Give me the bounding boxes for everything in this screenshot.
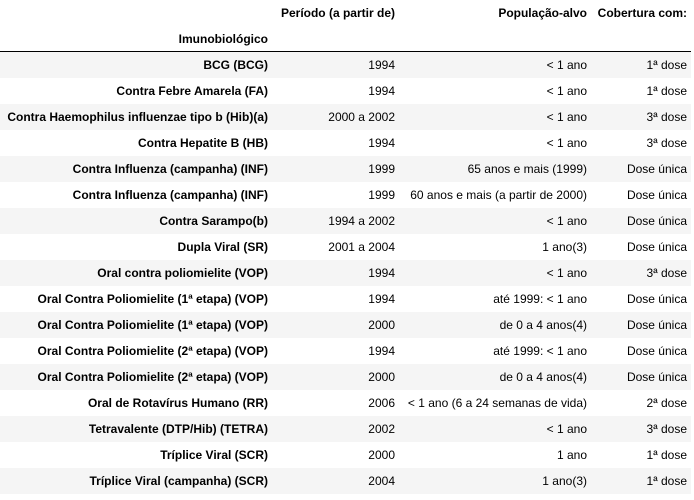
row-label: Contra Influenza (campanha) (INF) (72, 161, 268, 176)
row-label: BCG (BCG) (203, 57, 268, 72)
cell-populacao: < 1 ano (546, 421, 587, 436)
table-row: Oral de Rotavírus Humano (RR) 2006 < 1 ano… (0, 390, 691, 416)
table-row: Oral Contra Poliomielite (2ª etapa) (VOP… (0, 338, 691, 364)
cell-populacao: 1 ano(3) (542, 239, 587, 254)
cell-periodo: 2001 a 2004 (328, 239, 395, 254)
cell-populacao: até 1999: < 1 ano (493, 291, 587, 306)
index-header-row: Imunobiológico (0, 26, 691, 52)
cell-periodo: 1994 (368, 135, 395, 150)
column-header-cobertura: Cobertura com: (597, 6, 687, 20)
column-header-row: Período (a partir de) População-alvo Cob… (0, 0, 691, 26)
row-label: Oral Contra Poliomielite (1ª etapa) (VOP… (37, 291, 268, 306)
table-body: BCG (BCG) 1994 < 1 ano 1ª dose Contra Febre … (0, 51, 691, 494)
cell-periodo: 2002 (368, 421, 395, 436)
table-row: BCG (BCG) 1994 < 1 ano 1ª dose (0, 51, 691, 78)
cell-cobertura: Dose única (626, 291, 687, 306)
table-row: Tríplice Viral (SCR) 2000 1 ano 1ª dose (0, 442, 691, 468)
blank-header-cell (399, 26, 591, 52)
cell-cobertura: 3ª dose (646, 109, 687, 124)
cell-populacao: < 1 ano (6 a 24 semanas de vida) (407, 395, 587, 410)
cell-populacao: < 1 ano (546, 109, 587, 124)
table-row: Contra Hepatite B (HB) 1994 < 1 ano 3ª dose (0, 130, 691, 156)
table-row: Oral Contra Poliomielite (1ª etapa) (VOP… (0, 286, 691, 312)
table-row: Oral Contra Poliomielite (2ª etapa) (VOP… (0, 363, 691, 390)
row-label: Oral Contra Poliomielite (2ª etapa) (VOP… (37, 343, 268, 358)
table-row: Contra Febre Amarela (FA) 1994 < 1 ano 1ª d… (0, 78, 691, 104)
table-row: Oral contra poliomielite (VOP) 1994 < 1 an… (0, 259, 691, 286)
table-row: Dupla Viral (SR) 2001 a 2004 1 ano(3) Dose … (0, 234, 691, 260)
index-header: Imunobiológico (178, 31, 268, 46)
row-label: Tetravalente (DTP/Hib) (TETRA) (88, 421, 268, 436)
cell-periodo: 1994 (368, 265, 395, 280)
row-label: Contra Influenza (campanha) (INF) (72, 187, 268, 202)
cell-cobertura: Dose única (626, 213, 687, 228)
cell-cobertura: 1ª dose (646, 473, 687, 488)
blank-header-cell (272, 26, 399, 52)
cell-periodo: 1994 (368, 57, 395, 72)
cell-populacao: 1 ano (556, 447, 587, 462)
cell-periodo: 2000 (368, 447, 395, 462)
cell-periodo: 2000 a 2002 (328, 109, 395, 124)
table-row: Contra Haemophilus influenzae tipo b (Hi… (0, 103, 691, 130)
table-row: Oral Contra Poliomielite (1ª etapa) (VOP… (0, 311, 691, 338)
cell-cobertura: Dose única (626, 369, 687, 384)
table-header: Período (a partir de) População-alvo Cob… (0, 0, 691, 52)
cell-periodo: 1999 (368, 161, 395, 176)
cell-populacao: < 1 ano (546, 57, 587, 72)
table-row: Contra Influenza (campanha) (INF) 1999 60 … (0, 182, 691, 208)
cell-populacao: 65 anos e mais (1999) (467, 161, 587, 176)
cell-periodo: 1994 (368, 83, 395, 98)
cell-cobertura: 2ª dose (646, 395, 687, 410)
row-label: Contra Hepatite B (HB) (137, 135, 268, 150)
cell-populacao: de 0 a 4 anos(4) (499, 317, 587, 332)
cell-cobertura: 1ª dose (646, 83, 687, 98)
cell-cobertura: 1ª dose (646, 57, 687, 72)
row-label: Oral Contra Poliomielite (2ª etapa) (VOP… (37, 369, 268, 384)
table-row: Tríplice Viral (campanha) (SCR) 2004 1 ano… (0, 467, 691, 494)
cell-populacao: 1 ano(3) (542, 473, 587, 488)
row-label: Contra Sarampo(b) (159, 213, 268, 228)
row-label: Dupla Viral (SR) (177, 239, 268, 254)
column-header-periodo: Período (a partir de) (280, 6, 395, 20)
cell-periodo: 1994 (368, 343, 395, 358)
cell-cobertura: 3ª dose (646, 421, 687, 436)
cell-periodo: 1994 a 2002 (328, 213, 395, 228)
cell-periodo: 2004 (368, 473, 395, 488)
cell-cobertura: Dose única (626, 239, 687, 254)
cell-populacao: de 0 a 4 anos(4) (499, 369, 587, 384)
cell-periodo: 1994 (368, 291, 395, 306)
cell-populacao: < 1 ano (546, 265, 587, 280)
row-label: Oral contra poliomielite (VOP) (97, 265, 268, 280)
table-row: Tetravalente (DTP/Hib) (TETRA) 2002 < 1 an… (0, 415, 691, 442)
cell-cobertura: 1ª dose (646, 447, 687, 462)
row-label: Oral Contra Poliomielite (1ª etapa) (VOP… (37, 317, 268, 332)
cell-periodo: 2000 (368, 369, 395, 384)
cell-populacao: até 1999: < 1 ano (493, 343, 587, 358)
blank-header-cell (0, 0, 272, 26)
row-label: Oral de Rotavírus Humano (RR) (87, 395, 268, 410)
row-label: Contra Febre Amarela (FA) (116, 83, 268, 98)
cell-populacao: 60 anos e mais (a partir de 2000) (410, 187, 587, 202)
blank-header-cell (591, 26, 691, 52)
cell-periodo: 2000 (368, 317, 395, 332)
row-label: Tríplice Viral (SCR) (160, 447, 268, 462)
cell-cobertura: Dose única (626, 187, 687, 202)
cell-cobertura: Dose única (626, 317, 687, 332)
cell-cobertura: 3ª dose (646, 135, 687, 150)
cell-cobertura: Dose única (626, 161, 687, 176)
row-label: Contra Haemophilus influenzae tipo b (Hi… (7, 109, 268, 124)
row-label: Tríplice Viral (campanha) (SCR) (89, 473, 269, 488)
cell-populacao: < 1 ano (546, 135, 587, 150)
cell-populacao: < 1 ano (546, 83, 587, 98)
cell-periodo: 1999 (368, 187, 395, 202)
table-row: Contra Influenza (campanha) (INF) 1999 65 … (0, 155, 691, 182)
cell-populacao: < 1 ano (546, 213, 587, 228)
cell-cobertura: Dose única (626, 343, 687, 358)
column-header-populacao: População-alvo (498, 6, 587, 20)
cell-periodo: 2006 (368, 395, 395, 410)
table-row: Contra Sarampo(b) 1994 a 2002 < 1 ano Dose … (0, 207, 691, 234)
cell-cobertura: 3ª dose (646, 265, 687, 280)
